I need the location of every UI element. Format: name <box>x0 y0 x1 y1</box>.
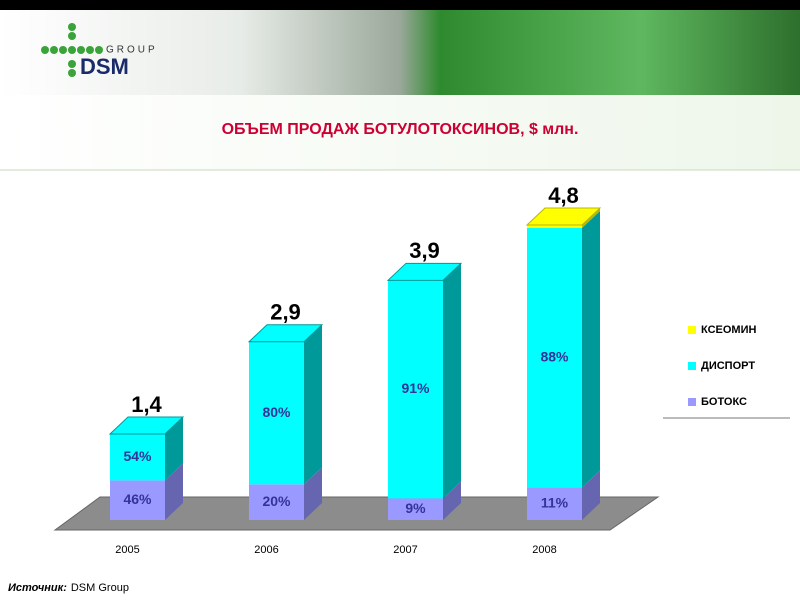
bar-top <box>525 207 602 226</box>
bar-segment <box>388 498 443 520</box>
bar-side <box>582 208 600 228</box>
legend-label: КСЕОМИН <box>701 324 756 336</box>
bar-segment <box>249 341 304 485</box>
bar-side <box>304 324 322 485</box>
logo-dots <box>41 23 103 77</box>
bar-top <box>247 324 324 343</box>
bar-side <box>443 481 461 520</box>
bar-segment <box>527 227 582 488</box>
bar-top <box>386 262 463 281</box>
segment-label: 80% <box>262 404 291 420</box>
total-label: 4,8 <box>548 183 579 208</box>
total-label: 2,9 <box>270 300 301 325</box>
source: Источник: DSM Group <box>8 582 129 594</box>
legend-swatch <box>688 398 696 406</box>
segment-label: 9% <box>405 500 426 516</box>
bar-side <box>582 210 600 488</box>
logo-name: DSM <box>80 54 129 79</box>
logo-sub: GROUP <box>106 45 158 56</box>
bar-segment <box>110 480 165 520</box>
bar-side <box>443 263 461 499</box>
legend-label: БОТОКС <box>701 396 747 408</box>
x-tick-label: 2006 <box>254 544 278 556</box>
bar-side <box>165 463 183 520</box>
source-text: DSM Group <box>71 582 129 594</box>
segment-label: 88% <box>540 348 569 364</box>
source-label: Источник: <box>8 582 67 594</box>
bar-segment <box>249 484 304 520</box>
bar-segment <box>110 433 165 481</box>
title-band <box>0 95 800 170</box>
x-tick-label: 2005 <box>115 544 139 556</box>
legend-label: ДИСПОРТ <box>701 360 755 372</box>
legend-swatch <box>688 326 696 334</box>
segment-label: 54% <box>123 448 152 464</box>
x-tick-label: 2007 <box>393 544 417 556</box>
segment-label: 91% <box>401 380 430 396</box>
banner <box>0 10 800 95</box>
bar-top <box>108 416 185 435</box>
total-label: 1,4 <box>131 392 162 417</box>
bar-segment <box>527 225 582 228</box>
x-tick-label: 2008 <box>532 544 556 556</box>
top-bar <box>0 0 800 10</box>
floor <box>53 496 660 531</box>
segment-label: 46% <box>123 491 152 507</box>
segment-label: 11% <box>541 494 569 510</box>
segment-label: 20% <box>262 493 291 509</box>
bar-side <box>582 470 600 520</box>
bar-segment <box>388 280 443 499</box>
total-label: 3,9 <box>409 238 440 263</box>
bar-side <box>304 467 322 520</box>
bar-side <box>165 416 183 481</box>
chart-title: ОБЪЕМ ПРОДАЖ БОТУЛОТОКСИНОВ, $ млн. <box>222 121 579 138</box>
bar-segment <box>527 487 582 520</box>
legend-swatch <box>688 362 696 370</box>
